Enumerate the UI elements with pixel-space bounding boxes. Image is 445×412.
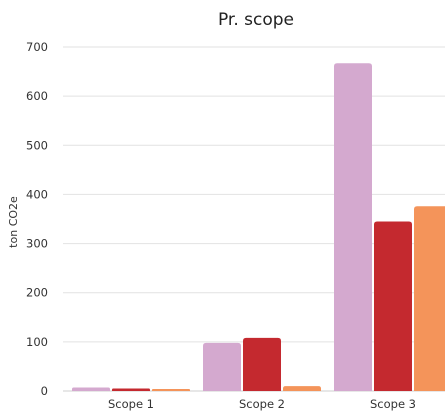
bar xyxy=(152,389,190,391)
y-tick-label: 300 xyxy=(26,237,48,251)
gridlines xyxy=(63,46,445,392)
chart-title: Pr. scope xyxy=(218,10,294,30)
bar xyxy=(72,387,110,391)
y-axis-label: ton CO2e xyxy=(7,196,20,248)
y-tick-label: 400 xyxy=(26,187,48,201)
x-tick-label: Scope 2 xyxy=(239,397,285,411)
y-tick-label: 700 xyxy=(26,40,48,54)
bar xyxy=(334,63,372,392)
bar xyxy=(283,386,321,391)
x-tick-label: Scope 1 xyxy=(108,397,154,411)
bar xyxy=(414,206,445,391)
y-tick-label: 500 xyxy=(26,138,48,152)
y-tick-label: 200 xyxy=(26,286,48,300)
y-tick-label: 0 xyxy=(41,384,48,398)
bar xyxy=(243,337,281,391)
y-tick-label: 100 xyxy=(26,335,48,349)
x-tick-label: Scope 3 xyxy=(370,397,416,411)
y-axis-ticks: 0 100 200 300 400 500 600 700 xyxy=(26,40,48,398)
bars xyxy=(72,63,445,392)
y-tick-label: 600 xyxy=(26,89,48,103)
bar xyxy=(112,388,150,391)
bar xyxy=(374,221,412,391)
x-axis-ticks: Scope 1 Scope 2 Scope 3 xyxy=(108,397,416,411)
bar xyxy=(203,342,241,391)
